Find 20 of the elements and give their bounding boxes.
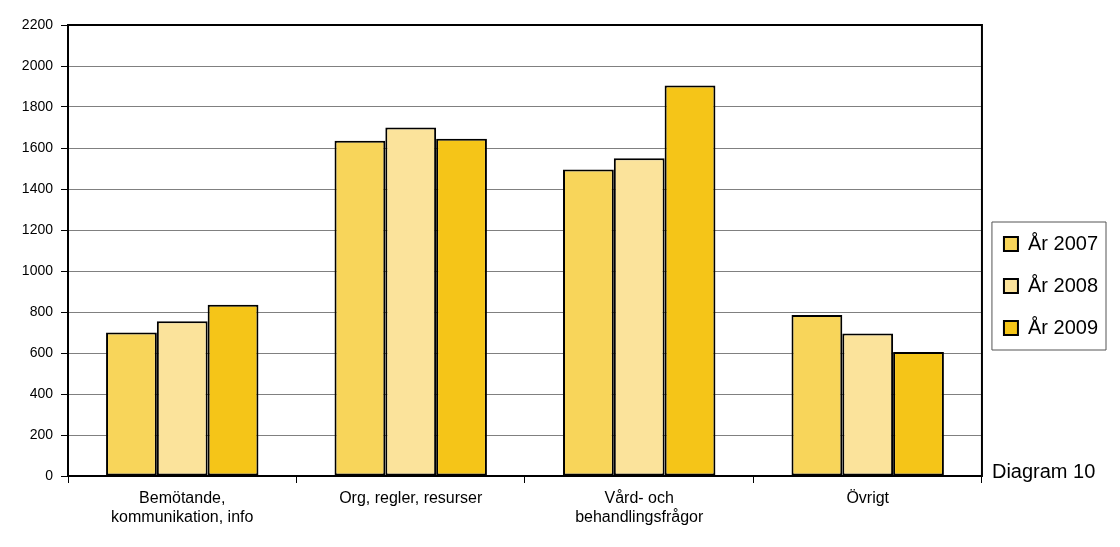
y-tick-label: 1200 (21, 220, 54, 237)
y-tick-label: 0 (45, 466, 54, 483)
legend-label: År 2008 (1027, 273, 1099, 296)
x-tick-label: Org, regler, resurser (339, 489, 483, 507)
y-tick-label: 400 (29, 384, 54, 401)
y-tick-label: 600 (29, 343, 54, 360)
y-tick-label: 2200 (21, 15, 54, 32)
y-tick-label: 800 (29, 302, 54, 319)
legend-label: År 2009 (1027, 315, 1099, 338)
y-tick-label: 1600 (21, 138, 54, 155)
legend-label: År 2007 (1027, 231, 1099, 254)
y-tick-label: 1800 (21, 97, 54, 114)
y-tick-label: 2000 (21, 56, 54, 73)
text: Diagram 10 (991, 459, 1096, 482)
y-tick-label: 1400 (21, 179, 54, 196)
x-tick-label: Bemötande, kommunikation, info (111, 489, 254, 526)
x-tick-label: Övrigt (846, 489, 890, 507)
y-tick-label: 200 (29, 425, 54, 442)
y-tick-label: 1000 (21, 261, 54, 278)
x-tick-label: Vård- och behandlingsfrågor (575, 489, 704, 526)
